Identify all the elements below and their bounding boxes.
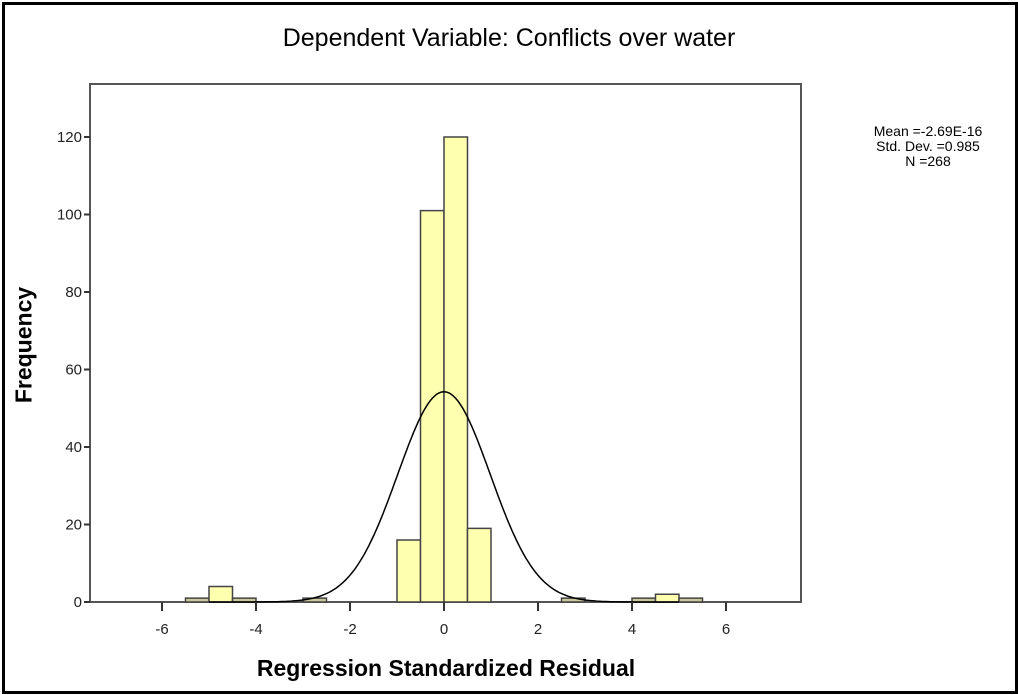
histogram-bar — [184, 597, 210, 603]
stats-mean: Mean =-2.69E-16 — [873, 123, 983, 139]
histogram-bar — [419, 209, 445, 603]
y-tick-label: 20 — [65, 517, 82, 534]
y-tick-label: 40 — [65, 439, 82, 456]
histogram-bar — [654, 593, 680, 603]
x-tick-label: -4 — [249, 621, 262, 638]
x-tick-label: 0 — [440, 621, 448, 638]
x-tick-label: -2 — [343, 621, 356, 638]
stats-n: N =268 — [905, 153, 951, 169]
x-axis-label: Regression Standardized Residual — [256, 655, 636, 681]
chart-title: Dependent Variable: Conflicts over water — [282, 24, 736, 52]
stats-legend: Mean =-2.69E-16 Std. Dev. =0.985 N =268 — [828, 124, 1018, 169]
y-tick-label: 60 — [65, 362, 82, 379]
normal-curve — [209, 390, 679, 603]
y-tick-label: 0 — [74, 594, 82, 611]
y-tick-label: 80 — [65, 284, 82, 301]
x-tick-label: -6 — [155, 621, 168, 638]
y-tick-label: 120 — [57, 129, 82, 146]
histogram-bar — [443, 136, 469, 603]
x-tick-label: 2 — [534, 621, 542, 638]
stats-std-dev: Std. Dev. =0.985 — [876, 138, 980, 154]
histogram-bar — [208, 585, 234, 603]
histogram-bar — [678, 597, 704, 603]
x-tick-label: 6 — [722, 621, 730, 638]
histogram-bar — [466, 527, 492, 603]
x-tick-label: 4 — [628, 621, 636, 638]
y-tick-label: 100 — [57, 207, 82, 224]
histogram-bar — [396, 539, 422, 603]
